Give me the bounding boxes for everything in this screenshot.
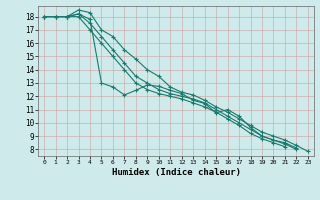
X-axis label: Humidex (Indice chaleur): Humidex (Indice chaleur) — [111, 168, 241, 177]
